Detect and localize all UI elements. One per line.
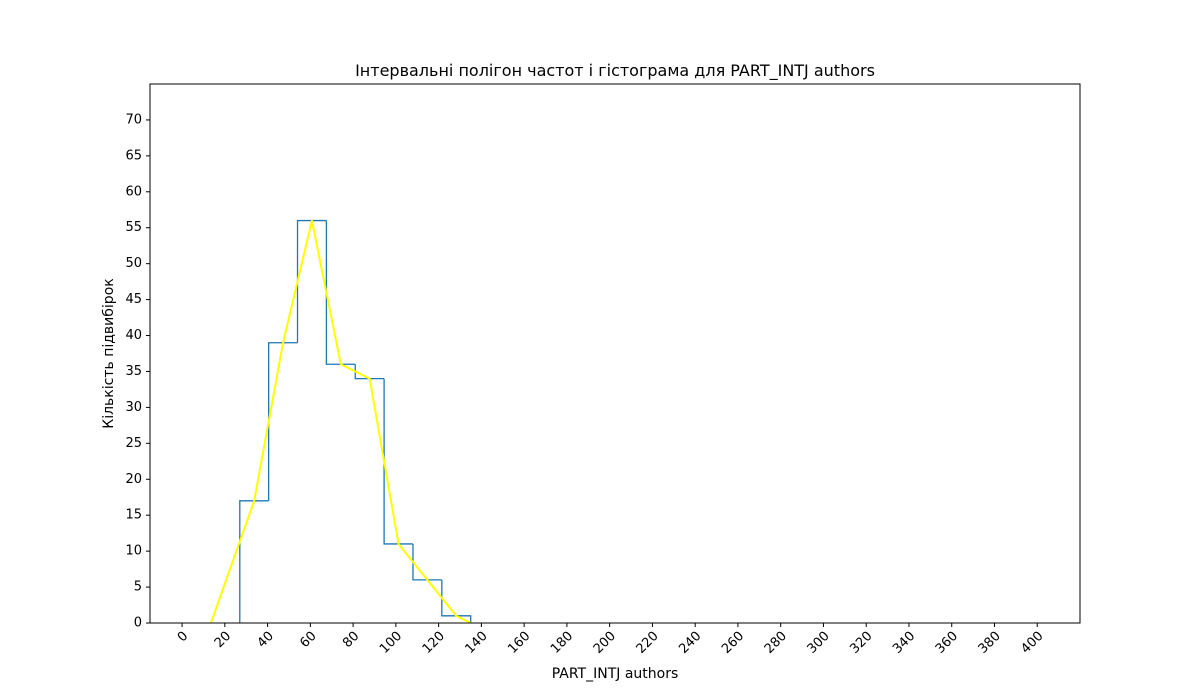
plot-area (209, 219, 472, 624)
histogram-bar (383, 378, 413, 545)
y-tick-label: 10 (125, 544, 142, 559)
y-tick-label: 50 (125, 256, 142, 271)
y-tick-label: 35 (125, 364, 142, 379)
y-axis-ticks: 0 5 10 15 20 25 30 35 40 45 50 55 60 65 70 (125, 112, 150, 631)
histogram-bar (239, 500, 269, 623)
y-tick-label: 65 (125, 148, 142, 163)
histogram-bar (296, 219, 327, 343)
y-tick-label: 5 (134, 580, 142, 595)
y-axis-label: Кількість підвибірок (101, 278, 117, 428)
y-tick-label: 0 (134, 616, 142, 631)
y-tick-label: 55 (125, 220, 142, 235)
histogram-bar (412, 543, 442, 581)
x-axis-label: PART_INTJ authors (552, 666, 679, 682)
y-tick-label: 20 (125, 472, 142, 487)
y-tick-label: 45 (125, 292, 142, 307)
histogram-bar (268, 342, 298, 501)
y-tick-label: 30 (125, 400, 142, 415)
frequency-polygon-line (209, 219, 472, 624)
y-tick-label: 70 (125, 112, 142, 127)
y-tick-label: 60 (125, 184, 142, 199)
chart-title: Інтервальні полігон частот і гістограма … (355, 61, 875, 81)
histogram-bar (325, 220, 356, 365)
y-tick-label: 40 (125, 328, 142, 343)
axes-frame (149, 83, 1081, 624)
histogram-bar (354, 364, 385, 380)
y-tick-label: 15 (125, 508, 142, 523)
y-tick-label: 25 (125, 436, 142, 451)
